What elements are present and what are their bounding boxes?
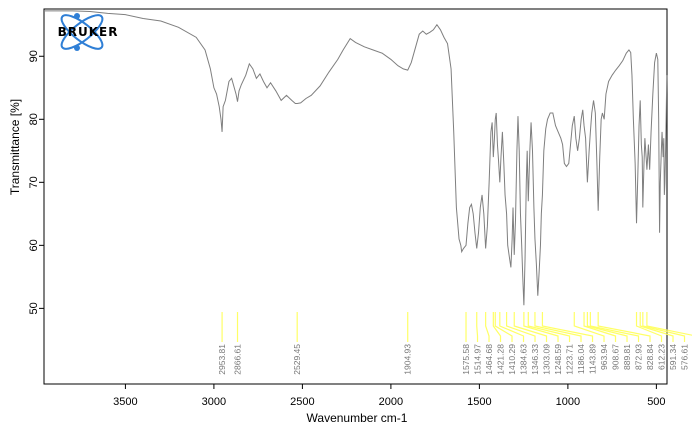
peak-marker-6 — [485, 312, 490, 342]
peak-label-22: 591.34 — [668, 344, 678, 370]
peak-marker-19 — [589, 312, 640, 342]
peak-markers: 2953.81 2866.61 2529.45 1904.93 1575.58 1514.… — [217, 312, 692, 375]
peak-marker-8 — [494, 312, 513, 342]
peak-marker-24 — [646, 312, 692, 336]
peak-marker-17 — [583, 312, 617, 342]
peak-label-1: 2866.61 — [233, 344, 243, 375]
peak-label-20: 828.84 — [645, 344, 655, 370]
peak-marker-13 — [527, 312, 571, 342]
peak-marker-10 — [505, 312, 536, 342]
peak-marker-11 — [513, 312, 548, 342]
peak-label-16: 963.94 — [599, 344, 609, 370]
peak-marker-14 — [534, 312, 582, 342]
y-tick-label-90: 90 — [28, 50, 40, 62]
peak-label-21: 612.23 — [657, 344, 667, 370]
peak-label-18: 889.81 — [622, 344, 632, 370]
peak-marker-7 — [492, 312, 502, 342]
y-axis: 50 60 70 80 90 — [28, 50, 44, 314]
peak-marker-20 — [597, 312, 651, 342]
peak-label-19: 872.93 — [634, 344, 644, 370]
peak-marker-9 — [499, 312, 525, 342]
peak-marker-16 — [573, 312, 605, 342]
peak-marker-21 — [635, 312, 663, 342]
peak-label-9: 1384.63 — [519, 344, 529, 375]
y-tick-label-60: 60 — [28, 239, 40, 251]
peak-label-10: 1346.33 — [530, 344, 540, 375]
peak-label-7: 1421.28 — [496, 344, 506, 375]
x-tick-label-2500: 2500 — [290, 396, 314, 408]
peak-label-23: 576.61 — [680, 344, 690, 370]
y-tick-label-70: 70 — [28, 176, 40, 188]
x-tick-label-1500: 1500 — [467, 396, 491, 408]
x-tick-label-500: 500 — [647, 396, 665, 408]
x-tick-label-3500: 3500 — [113, 396, 137, 408]
peak-label-0: 2953.81 — [217, 344, 227, 375]
peak-label-3: 1904.93 — [403, 344, 413, 375]
peak-marker-5 — [476, 312, 479, 342]
bruker-logo: BRUKER — [58, 13, 119, 51]
spectrum-line — [44, 10, 668, 306]
peak-marker-12 — [523, 312, 559, 342]
peak-label-11: 1303.09 — [542, 344, 552, 375]
logo-text: BRUKER — [58, 25, 119, 39]
y-tick-label-80: 80 — [28, 113, 40, 125]
peak-label-17: 908.67 — [611, 344, 621, 370]
peak-label-2: 2529.45 — [292, 344, 302, 375]
peak-label-8: 1410.29 — [507, 344, 517, 375]
peak-label-12: 1248.59 — [553, 344, 563, 375]
x-tick-label-1000: 1000 — [556, 396, 580, 408]
peak-label-6: 1464.68 — [484, 344, 494, 375]
peak-marker-22 — [639, 312, 674, 342]
peak-label-5: 1514.97 — [473, 344, 483, 375]
peak-label-14: 1186.04 — [576, 344, 586, 374]
atom-icon — [60, 13, 104, 51]
x-axis: 3500 3000 2500 2000 1500 1000 500 — [113, 384, 666, 408]
peak-marker-23 — [642, 312, 686, 342]
x-tick-label-2000: 2000 — [379, 396, 403, 408]
peak-label-15: 1143.89 — [588, 344, 598, 374]
peak-marker-15 — [541, 312, 594, 342]
peak-marker-18 — [586, 312, 628, 342]
peak-label-4: 1575.58 — [461, 344, 471, 375]
plot-frame — [43, 8, 668, 385]
peak-label-13: 1223.71 — [565, 344, 575, 375]
x-axis-title: Wavenumber cm-1 — [307, 411, 408, 425]
y-axis-title: Transmittance [%] — [8, 99, 22, 195]
y-tick-label-50: 50 — [28, 302, 40, 314]
x-tick-label-3000: 3000 — [202, 396, 226, 408]
